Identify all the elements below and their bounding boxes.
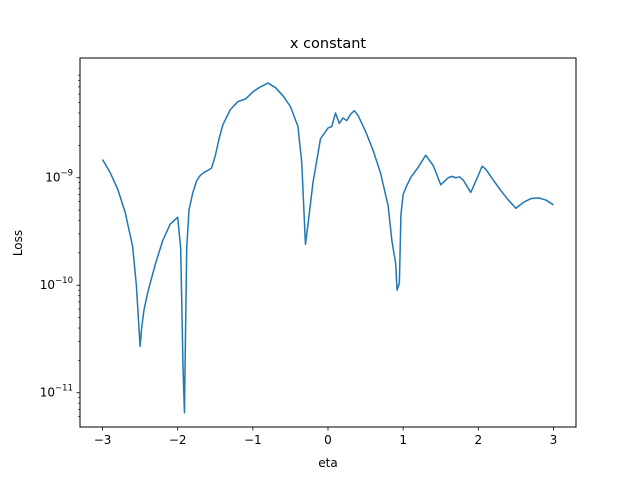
y-tick-label: 10−10 [40,276,73,292]
series-group [101,82,554,414]
y-tick-label-base: 10 [40,278,55,292]
y-tick-label: 10−11 [40,384,73,400]
x-tick-label: 2 [474,433,482,447]
x-tick-label: −3 [94,433,112,447]
x-tick-label: −1 [244,433,262,447]
y-tick-label-exponent: −11 [55,384,73,394]
y-tick-label-base: 10 [40,386,55,400]
x-tick-label: 3 [550,433,558,447]
y-tick-label-base: 10 [45,171,60,185]
x-tick-label: 0 [324,433,332,447]
y-axis-label: Loss [11,230,25,256]
x-axis-ticks: −3 −2 −1 0 1 2 3 [94,427,558,447]
series-line [101,82,554,414]
plot-area [80,58,576,427]
y-tick-label-exponent: −9 [60,169,73,179]
y-tick-label-exponent: −10 [55,276,73,286]
x-tick-label: −2 [169,433,187,447]
x-tick-label: 1 [399,433,407,447]
chart-title: x constant [290,36,367,52]
y-tick-label: 10−9 [45,169,73,185]
plot-frame [79,57,577,428]
x-axis-label: eta [318,456,337,470]
